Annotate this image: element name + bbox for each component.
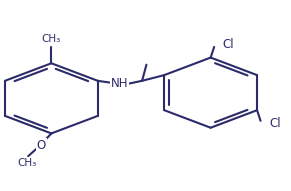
Text: CH₃: CH₃	[17, 158, 36, 168]
Text: NH: NH	[111, 77, 128, 90]
Text: O: O	[37, 139, 46, 152]
Text: CH₃: CH₃	[42, 34, 61, 44]
Text: Cl: Cl	[223, 38, 235, 51]
Text: Cl: Cl	[269, 117, 281, 129]
